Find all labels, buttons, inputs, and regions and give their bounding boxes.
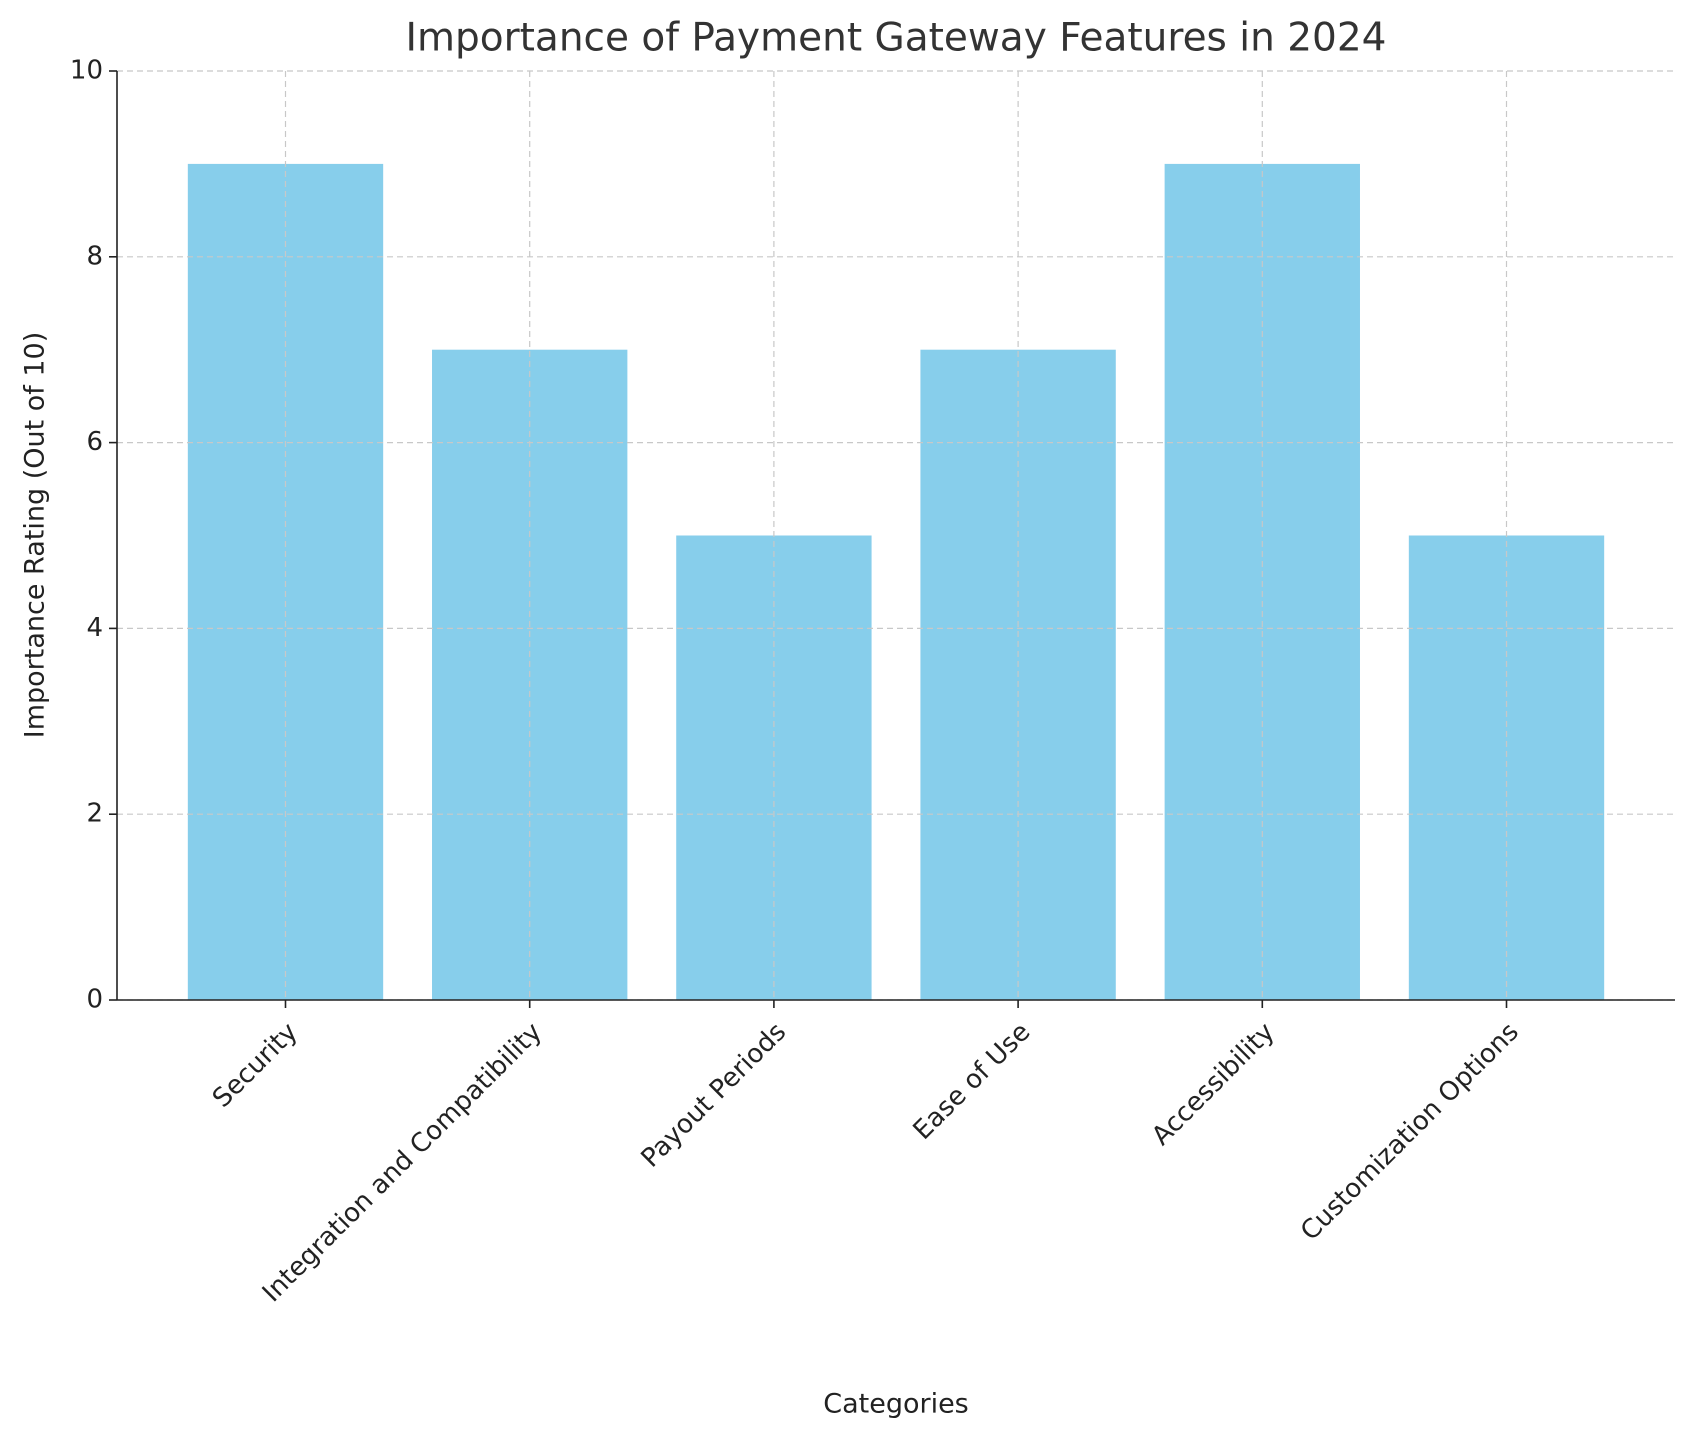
x-tick-label: Security bbox=[207, 1017, 304, 1114]
y-axis-label: Importance Rating (Out of 10) bbox=[20, 332, 51, 739]
y-tick-label: 2 bbox=[86, 799, 103, 829]
chart-title: Importance of Payment Gateway Features i… bbox=[406, 16, 1387, 61]
y-tick-label: 10 bbox=[70, 56, 103, 86]
x-tick-label: Integration and Compatibility bbox=[257, 1017, 548, 1308]
y-tick-label: 4 bbox=[86, 613, 103, 643]
y-tick-label: 6 bbox=[86, 427, 103, 457]
x-tick-label: Customization Options bbox=[1295, 1017, 1525, 1247]
x-tick-label: Accessibility bbox=[1146, 1017, 1280, 1151]
y-tick-label: 0 bbox=[86, 985, 103, 1015]
x-axis-label: Categories bbox=[823, 1389, 969, 1420]
x-tick-label: Payout Periods bbox=[636, 1017, 792, 1173]
y-tick-label: 8 bbox=[86, 241, 103, 271]
x-tick-label: Ease of Use bbox=[908, 1017, 1037, 1146]
